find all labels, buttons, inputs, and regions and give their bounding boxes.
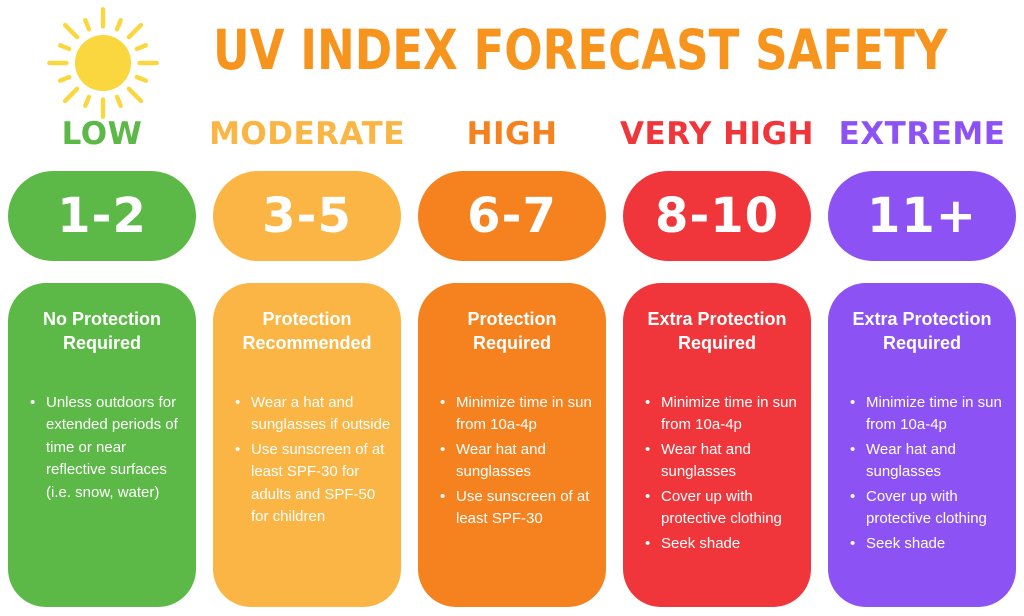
bullet-item: Minimize time in sun from 10a-4p — [846, 392, 1006, 437]
sun-icon — [42, 2, 164, 124]
bullet-item: Minimize time in sun from 10a-4p — [436, 392, 596, 437]
bullet-item: Wear a hat and sunglasses if outside — [231, 392, 391, 437]
protection-card-low: No Protection Required Unless outdoors f… — [8, 283, 196, 607]
category-label-extreme: EXTREME — [838, 116, 1006, 152]
card-title-low: No Protection Required — [42, 309, 161, 354]
bullet-item: Wear hat and sunglasses — [846, 439, 1006, 484]
bullet-item: Seek shade — [641, 533, 801, 556]
card-bullet-list-extreme: Minimize time in sun from 10a-4p Wear ha… — [838, 392, 1006, 556]
card-title-extreme: Extra Protection Required — [852, 309, 992, 354]
uv-range-value-very-high: 8-10 — [654, 188, 780, 244]
card-bullet-list-low: Unless outdoors for extended periods of … — [18, 392, 186, 505]
uv-range-value-extreme: 11+ — [866, 188, 977, 244]
bullet-item: Wear hat and sunglasses — [641, 439, 801, 484]
protection-card-extreme: Extra Protection Required Minimize time … — [828, 283, 1016, 607]
uv-column-high: HIGH 6-7 Protection Required Minimize ti… — [418, 112, 606, 607]
uv-range-value-low: 1-2 — [57, 188, 147, 244]
category-label-very-high: VERY HIGH — [620, 116, 814, 152]
protection-card-moderate: Protection Recommended Wear a hat and su… — [213, 283, 401, 607]
protection-card-high: Protection Required Minimize time in sun… — [418, 283, 606, 607]
sun-icon-graphic — [47, 7, 159, 119]
bullet-item: Wear hat and sunglasses — [436, 439, 596, 484]
uv-column-very-high: VERY HIGH 8-10 Extra Protection Required… — [620, 112, 814, 607]
uv-range-pill-moderate: 3-5 — [213, 171, 401, 261]
uv-range-pill-very-high: 8-10 — [623, 171, 811, 261]
uv-column-moderate: MODERATE 3-5 Protection Recommended Wear… — [209, 112, 404, 607]
uv-column-extreme: EXTREME 11+ Extra Protection Required Mi… — [828, 112, 1016, 607]
card-title-high: Protection Required — [467, 309, 557, 354]
uv-columns: LOW 1-2 No Protection Required Unless ou… — [8, 112, 1016, 607]
card-title-moderate: Protection Recommended — [242, 309, 372, 354]
uv-range-pill-extreme: 11+ — [828, 171, 1016, 261]
category-label-moderate: MODERATE — [209, 116, 405, 152]
card-bullet-list-very-high: Minimize time in sun from 10a-4p Wear ha… — [633, 392, 801, 556]
card-bullet-list-moderate: Wear a hat and sunglasses if outside Use… — [223, 392, 391, 529]
page-title: UV INDEX FORECAST SAFETY — [213, 18, 948, 82]
card-bullet-list-high: Minimize time in sun from 10a-4p Wear ha… — [428, 392, 596, 531]
bullet-item: Cover up with protective clothing — [641, 486, 801, 531]
bullet-item: Unless outdoors for extended periods of … — [26, 392, 186, 505]
uv-range-pill-high: 6-7 — [418, 171, 606, 261]
uv-range-value-high: 6-7 — [467, 188, 557, 244]
card-title-very-high: Extra Protection Required — [647, 309, 787, 354]
bullet-item: Minimize time in sun from 10a-4p — [641, 392, 801, 437]
category-label-low: LOW — [61, 116, 143, 152]
uv-range-value-moderate: 3-5 — [262, 188, 352, 244]
protection-card-very-high: Extra Protection Required Minimize time … — [623, 283, 811, 607]
bullet-item: Cover up with protective clothing — [846, 486, 1006, 531]
bullet-item: Use sunscreen of at least SPF-30 — [436, 486, 596, 531]
bullet-item: Use sunscreen of at least SPF-30 for adu… — [231, 439, 391, 529]
uv-column-low: LOW 1-2 No Protection Required Unless ou… — [8, 112, 196, 607]
bullet-item: Seek shade — [846, 533, 1006, 556]
category-label-high: HIGH — [466, 116, 558, 152]
uv-range-pill-low: 1-2 — [8, 171, 196, 261]
